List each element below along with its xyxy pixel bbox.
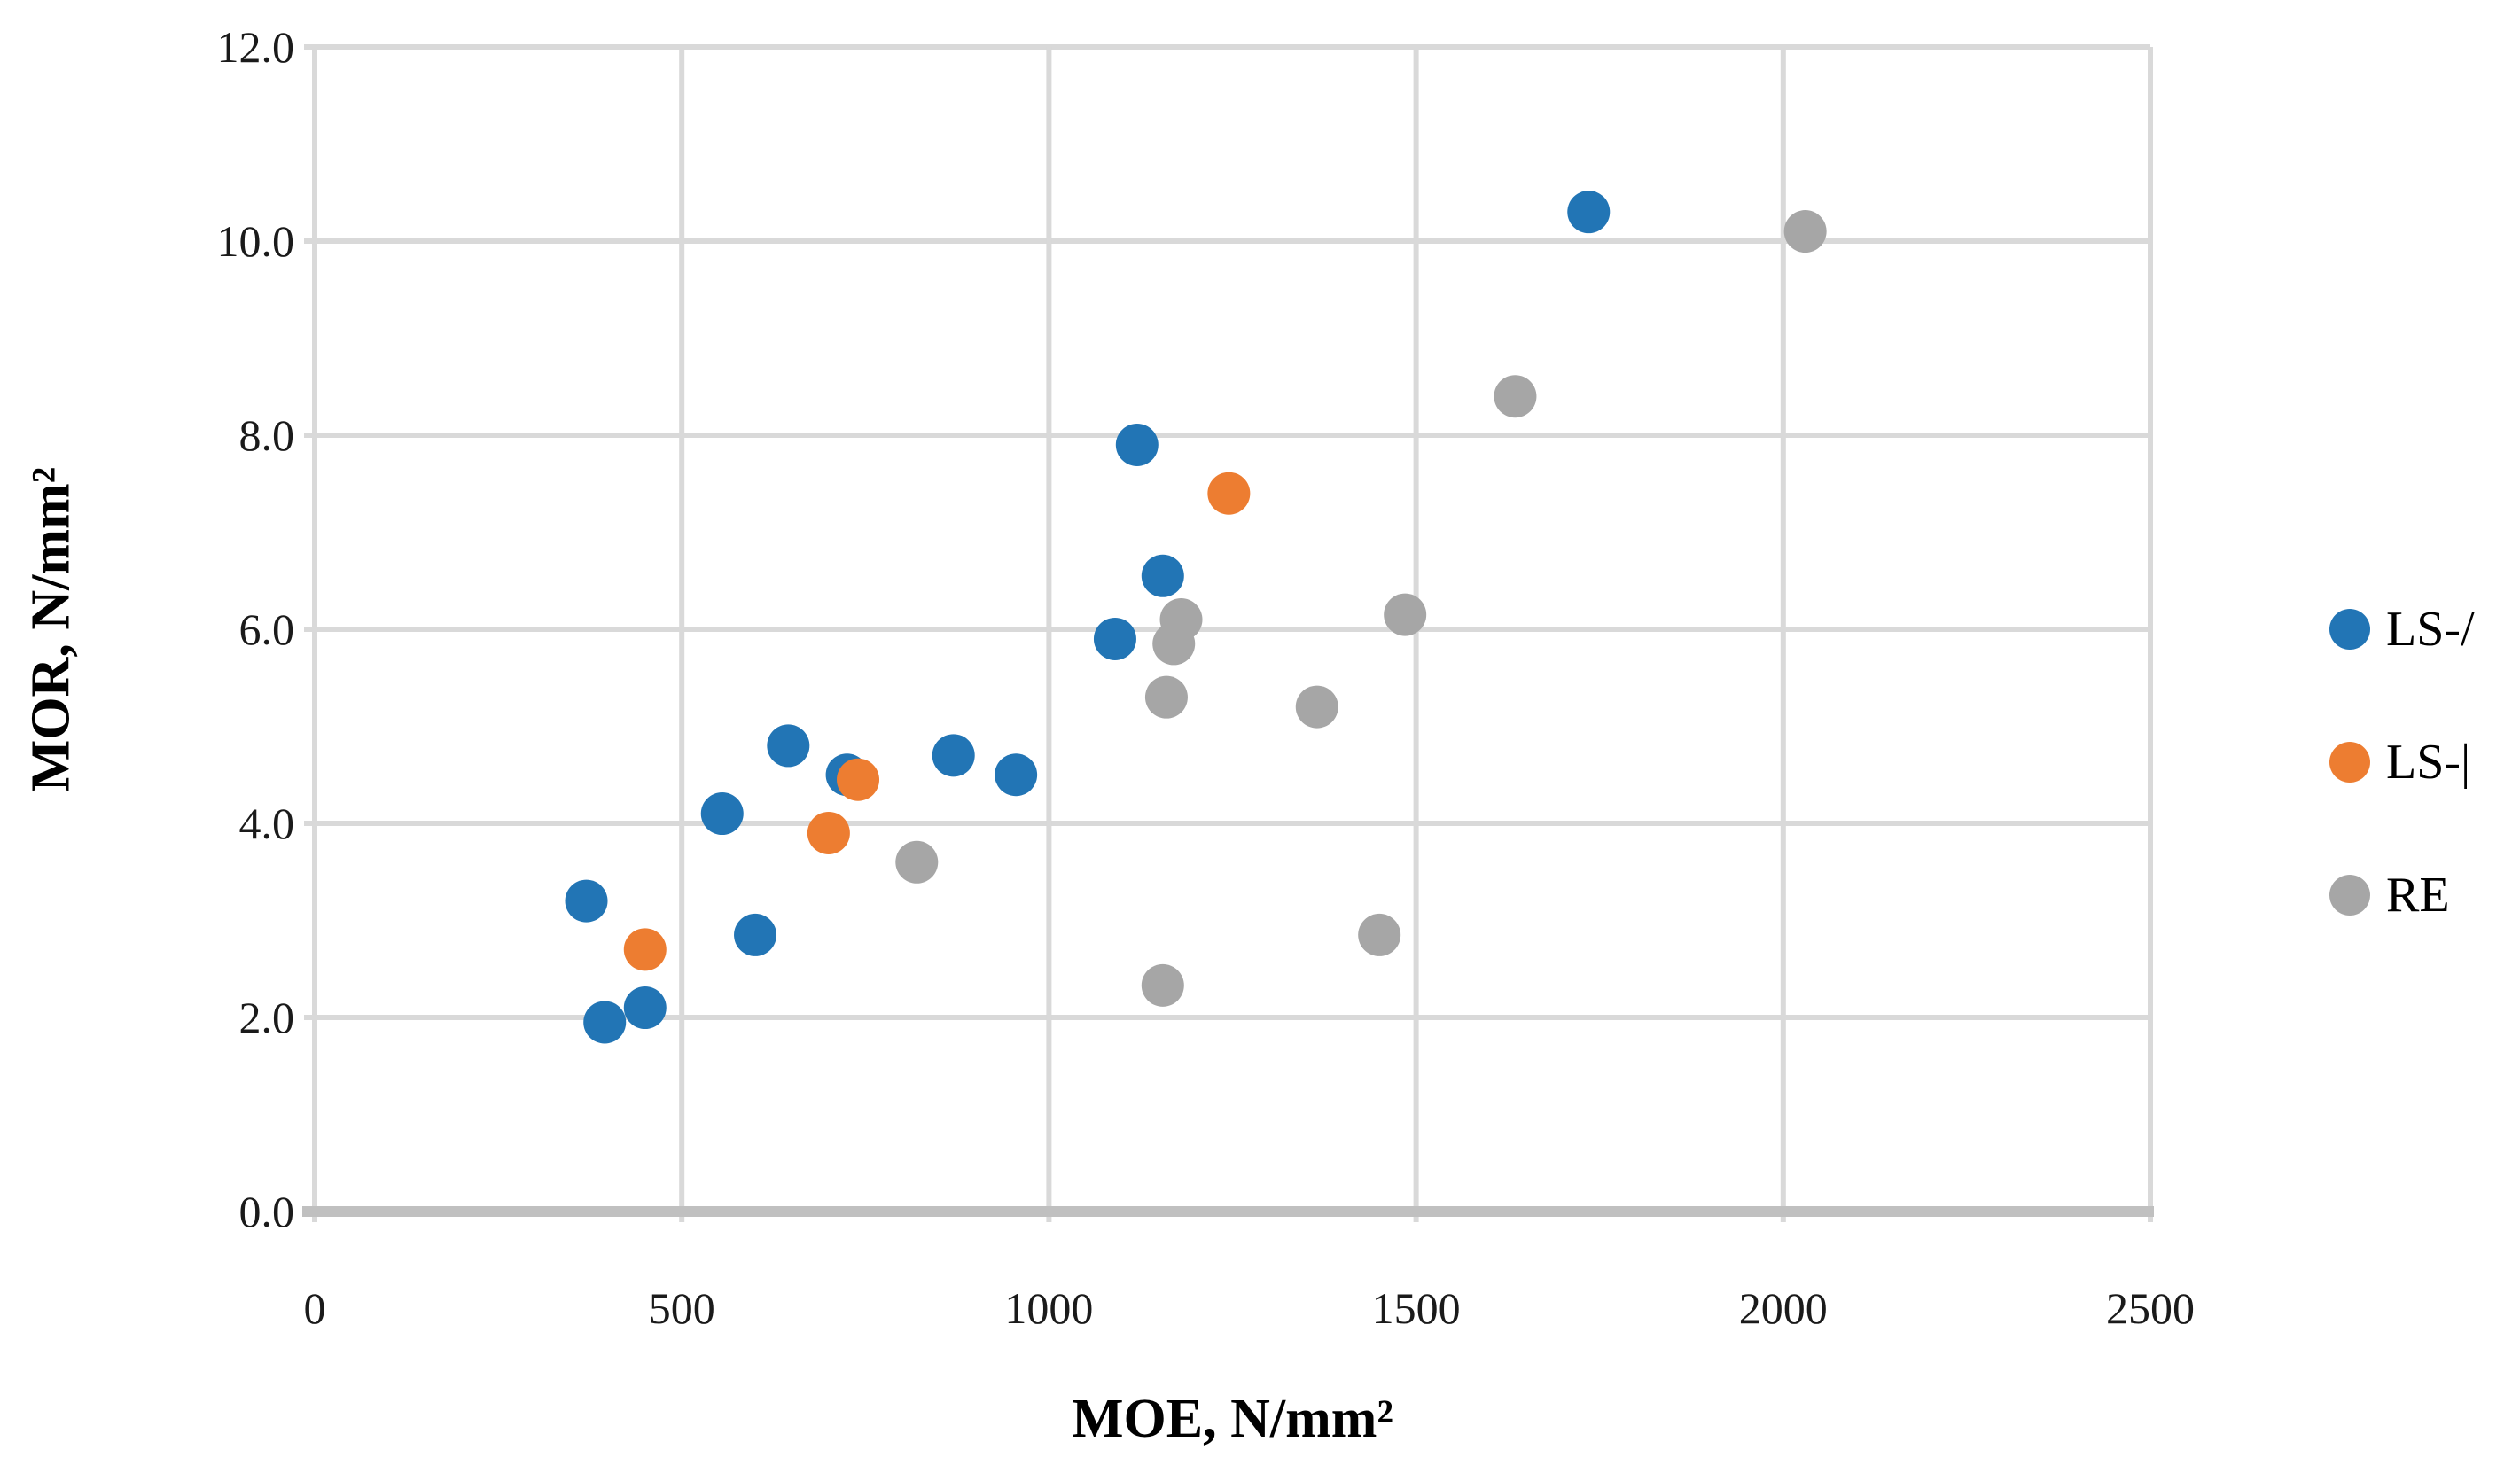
legend-label: LS-|	[2386, 735, 2471, 790]
y-tick-label: 0.0	[239, 1187, 295, 1236]
x-tick-label: 1500	[1372, 1283, 1461, 1333]
x-tick-label: 2000	[1739, 1283, 1828, 1333]
data-point-LS-/	[1115, 423, 1159, 466]
x-tick-label: 1000	[1004, 1283, 1093, 1333]
data-point-RE	[1141, 963, 1184, 1007]
data-point-LS-|	[837, 758, 880, 801]
data-point-RE	[1384, 593, 1427, 636]
legend-item-LS-/: LS-/	[2329, 602, 2475, 657]
y-tick-label: 4.0	[239, 799, 295, 848]
legend-marker-icon	[2329, 742, 2370, 783]
data-point-LS-/	[734, 913, 777, 956]
y-axis-title: MOR, N/mm²	[20, 466, 82, 792]
legend: LS-/ LS-| RE	[2322, 0, 2520, 1473]
data-point-LS-/	[623, 986, 667, 1030]
data-point-LS-/	[995, 753, 1038, 797]
data-point-RE	[1159, 598, 1203, 642]
y-tick-label: 8.0	[239, 410, 295, 460]
legend-marker-icon	[2329, 609, 2370, 650]
legend-label: RE	[2386, 868, 2450, 923]
data-point-RE	[1144, 675, 1188, 719]
y-tick-label: 10.0	[217, 216, 295, 266]
data-point-RE	[1783, 210, 1827, 253]
x-tick-label: 0	[304, 1283, 326, 1333]
y-tick-label: 2.0	[239, 993, 295, 1042]
data-point-LS-/	[1141, 554, 1184, 597]
data-point-LS-|	[807, 811, 850, 854]
data-point-LS-/	[565, 879, 608, 923]
legend-item-RE: RE	[2329, 868, 2450, 923]
y-tick-label: 6.0	[239, 604, 295, 654]
x-tick-label: 2500	[2106, 1283, 2195, 1333]
data-point-RE	[1358, 913, 1401, 956]
x-tick-label: 500	[649, 1283, 715, 1333]
data-point-RE	[895, 840, 939, 884]
legend-label: LS-/	[2386, 602, 2475, 657]
data-point-RE	[1494, 375, 1537, 418]
data-point-LS-/	[583, 1001, 627, 1044]
data-point-LS-|	[623, 928, 667, 971]
data-point-LS-/	[1567, 191, 1611, 234]
data-point-LS-|	[1207, 472, 1251, 515]
data-point-LS-/	[932, 734, 975, 777]
data-point-LS-/	[1093, 617, 1136, 660]
legend-item-LS-|: LS-|	[2329, 735, 2471, 790]
data-point-LS-/	[767, 724, 810, 768]
legend-marker-icon	[2329, 875, 2370, 916]
x-axis-title: MOE, N/mm²	[1072, 1389, 1393, 1449]
y-tick-label: 12.0	[217, 22, 295, 72]
data-point-LS-/	[700, 792, 744, 836]
data-point-RE	[1295, 685, 1338, 729]
